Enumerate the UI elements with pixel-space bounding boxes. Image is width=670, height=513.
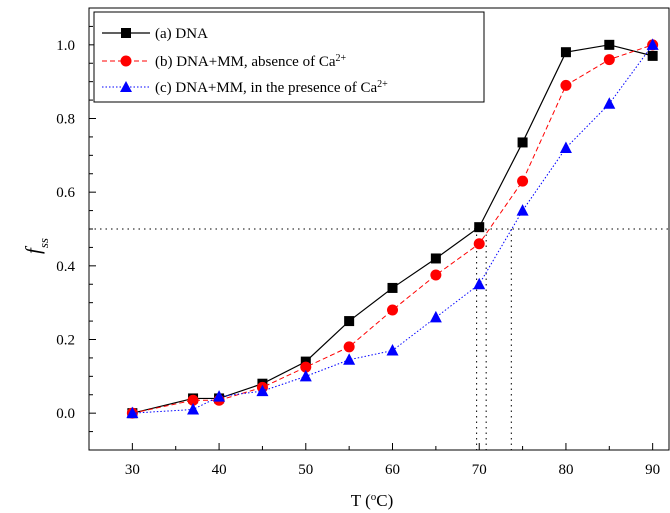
data-point-square xyxy=(560,47,571,58)
data-point-triangle xyxy=(646,38,659,50)
legend-item-b: (b) DNA+MM, absence of Ca2+ xyxy=(102,53,347,71)
x-tick-label: 40 xyxy=(212,462,227,478)
data-point-circle xyxy=(560,79,572,91)
data-point-square xyxy=(474,222,485,233)
data-point-circle xyxy=(343,341,355,353)
data-point-triangle xyxy=(343,353,356,365)
data-point-triangle xyxy=(559,141,572,153)
legend-label-b: (b) DNA+MM, absence of Ca2+ xyxy=(155,53,347,71)
legend-box xyxy=(93,11,485,103)
data-point-square xyxy=(387,282,398,293)
legend-label-c: (c) DNA+MM, in the presence of Ca2+ xyxy=(155,79,388,97)
x-tick-label: 30 xyxy=(125,462,140,478)
legend: (a) DNA (b) DNA+MM, absence of Ca2+ (c) … xyxy=(93,11,485,103)
series-layer xyxy=(126,38,659,419)
data-point-circle xyxy=(187,394,199,406)
data-point-triangle xyxy=(516,204,529,216)
data-point-circle xyxy=(387,304,399,316)
x-tick-label: 60 xyxy=(385,462,400,478)
y-tick-label: 0.8 xyxy=(56,112,75,128)
data-point-triangle xyxy=(386,344,399,356)
legend-label-a: (a) DNA xyxy=(155,26,208,42)
data-point-triangle xyxy=(429,310,442,323)
y-tick-label: 0.0 xyxy=(56,406,75,422)
legend-marker-a xyxy=(121,28,131,38)
data-point-circle xyxy=(603,54,615,66)
legend-marker-b xyxy=(120,55,132,67)
data-point-triangle xyxy=(256,384,269,397)
data-point-triangle xyxy=(603,97,616,109)
data-point-circle xyxy=(300,361,312,373)
data-point-square xyxy=(647,50,658,61)
data-point-square xyxy=(517,137,528,148)
data-point-square xyxy=(604,39,615,50)
x-tick-label: 80 xyxy=(558,462,573,478)
data-point-square xyxy=(344,316,355,327)
series-triangle xyxy=(126,38,659,419)
data-point-triangle xyxy=(213,390,226,402)
legend-marker-c xyxy=(120,81,132,92)
data-point-circle xyxy=(473,238,485,250)
axes xyxy=(88,7,670,451)
reference-lines xyxy=(89,228,670,450)
data-point-triangle xyxy=(187,402,200,415)
data-point-triangle xyxy=(299,369,312,382)
x-tick-label: 70 xyxy=(472,462,487,478)
data-point-circle xyxy=(517,175,529,187)
data-point-square xyxy=(430,253,441,264)
data-point-square xyxy=(300,356,311,367)
y-tick-label: 0.6 xyxy=(56,185,75,201)
data-point-circle xyxy=(430,269,442,281)
legend-item-c: (c) DNA+MM, in the presence of Ca2+ xyxy=(102,79,388,97)
x-tick-label: 90 xyxy=(645,462,660,478)
y-tick-label: 1.0 xyxy=(56,38,75,54)
y-tick-label: 0.2 xyxy=(56,333,75,349)
x-tick-label: 50 xyxy=(298,462,313,478)
legend-item-a: (a) DNA xyxy=(102,26,208,42)
y-tick-label: 0.4 xyxy=(56,259,75,275)
x-axis-title: T (oC) xyxy=(351,491,394,510)
tick-labels: 30 40 50 60 70 80 90 0.0 0.2 0.4 0.6 0.8 1.0 xyxy=(56,38,660,478)
data-point-triangle xyxy=(473,277,486,290)
y-axis-title: fss xyxy=(21,238,51,254)
data-point-triangle xyxy=(126,406,139,419)
